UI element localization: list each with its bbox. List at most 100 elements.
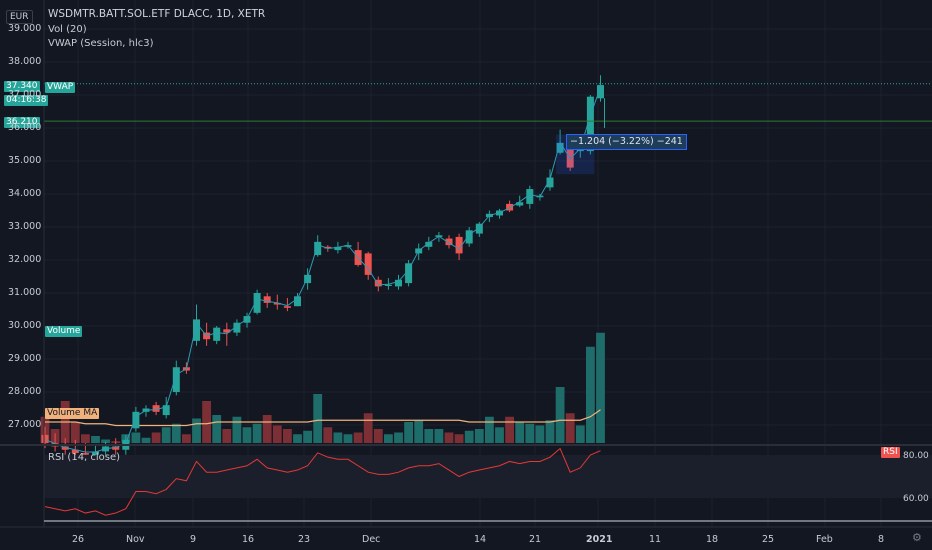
volume-bar xyxy=(404,422,413,443)
time-tick-label: 21 xyxy=(529,534,542,545)
candle-body xyxy=(304,274,312,284)
candle-body xyxy=(193,319,200,341)
volume-ma-tag: Volume MA xyxy=(45,408,100,419)
volume-bar xyxy=(384,434,393,443)
volume-bar xyxy=(222,429,232,443)
volume-bar xyxy=(323,427,333,443)
price-tick-label: 33.000 xyxy=(8,221,42,232)
candle-body xyxy=(597,85,604,99)
volume-bar xyxy=(171,423,181,443)
volume-bar xyxy=(373,429,383,443)
time-tick-label: 2021 xyxy=(586,534,613,545)
volume-bar xyxy=(333,432,343,443)
volume-bar xyxy=(192,418,201,443)
volume-bar xyxy=(343,434,353,443)
volume-bar xyxy=(182,434,191,443)
volume-bar xyxy=(232,416,242,443)
grid xyxy=(44,0,932,527)
line-price-tag: 36.210 xyxy=(4,117,40,128)
candle-body xyxy=(152,405,160,412)
candle-body xyxy=(132,411,140,429)
price-tick-label: 31.000 xyxy=(8,287,42,298)
price-tick-label: 30.000 xyxy=(8,320,42,331)
rsi-band xyxy=(44,455,932,498)
candle-body xyxy=(273,302,281,305)
candles xyxy=(41,75,604,460)
price-tick-label: 35.000 xyxy=(8,155,42,166)
candle-body xyxy=(384,284,392,286)
currency-label: EUR xyxy=(6,10,33,24)
candle-body xyxy=(556,142,564,153)
volume-bar xyxy=(252,423,262,443)
volume-bar xyxy=(313,394,323,443)
volume-bar xyxy=(525,423,535,443)
volume-bar xyxy=(464,430,474,443)
rsi-level-80: 80.00 xyxy=(903,451,929,461)
candle-body xyxy=(526,189,534,204)
settings-icon[interactable]: ⚙ xyxy=(912,531,922,544)
candle-body xyxy=(172,367,180,392)
vwap-indicator-label[interactable]: VWAP (Session, hlc3) xyxy=(48,38,154,49)
volume-bar xyxy=(293,434,302,443)
candle-body xyxy=(41,434,49,444)
price-tick-label: 29.000 xyxy=(8,353,42,364)
time-tick-label: 16 xyxy=(242,534,255,545)
volume-bar xyxy=(545,420,555,443)
price-tick-label: 39.000 xyxy=(8,23,42,34)
volume-bar xyxy=(535,425,545,443)
candle-body xyxy=(475,223,483,234)
volume-bar xyxy=(283,429,292,443)
price-axis[interactable]: 39.000 38.000 37.000 36.000 35.000 34.000 33.0… xyxy=(0,0,44,445)
volume-bar xyxy=(575,425,585,443)
volume-bar xyxy=(262,415,272,443)
time-tick-label: 14 xyxy=(474,534,487,545)
candle-body xyxy=(263,296,271,303)
vol-indicator-label[interactable]: Vol (20) xyxy=(48,24,87,35)
candle-body xyxy=(283,306,291,308)
volume-bar xyxy=(414,420,424,443)
price-tick-label: 36.000 xyxy=(8,122,42,133)
volume-bar xyxy=(161,427,171,443)
candle-body xyxy=(324,246,332,249)
candle-body xyxy=(455,236,463,254)
time-tick-label: 25 xyxy=(762,534,775,545)
volume-bar xyxy=(131,432,141,443)
volume-bar xyxy=(70,422,80,443)
candle-body xyxy=(223,329,231,333)
time-tick-label: Dec xyxy=(362,534,381,545)
volume-bar xyxy=(586,346,595,443)
price-tick-label: 32.000 xyxy=(8,254,42,265)
time-tick-label: 26 xyxy=(72,534,85,545)
candle-body xyxy=(112,446,120,450)
vwap-series xyxy=(44,87,601,453)
candle-body xyxy=(334,246,342,251)
time-tick-label: 9 xyxy=(190,534,197,545)
symbol-title[interactable]: WSDMTR.BATT.SOL.ETF DLACC, 1D, XETR xyxy=(48,8,266,20)
volume-bar xyxy=(272,425,282,443)
vwap-tag: VWAP xyxy=(45,82,76,93)
volume-bar xyxy=(444,432,454,443)
volume-bar xyxy=(515,422,525,443)
candle-body xyxy=(586,96,594,152)
time-axis[interactable]: 26 Nov 9 16 23 Dec 14 21 2021 11 18 25 Feb 8 xyxy=(0,527,932,550)
axes xyxy=(0,0,932,528)
volume-bar xyxy=(151,432,161,443)
rsi-title[interactable]: RSI (14, close) xyxy=(48,452,121,463)
candle-body xyxy=(92,451,99,455)
candle-body xyxy=(71,449,79,454)
price-tick-label: 37.000 xyxy=(8,89,42,100)
candle-body xyxy=(213,327,221,341)
rsi-badge: RSI xyxy=(881,447,900,458)
price-tick-label: 38.000 xyxy=(8,56,42,67)
volume-bar xyxy=(394,432,403,443)
measure-label: −1.204 (−3.22%) −241 xyxy=(566,134,687,150)
candle-body xyxy=(516,202,524,206)
time-tick-label: 18 xyxy=(706,534,719,545)
last-price-tag: 37.340 xyxy=(4,81,40,92)
volume-bar xyxy=(91,436,100,443)
volume-bar xyxy=(81,434,90,443)
candle-body xyxy=(233,322,241,333)
candle-body xyxy=(61,446,69,450)
candle-body xyxy=(314,241,322,256)
